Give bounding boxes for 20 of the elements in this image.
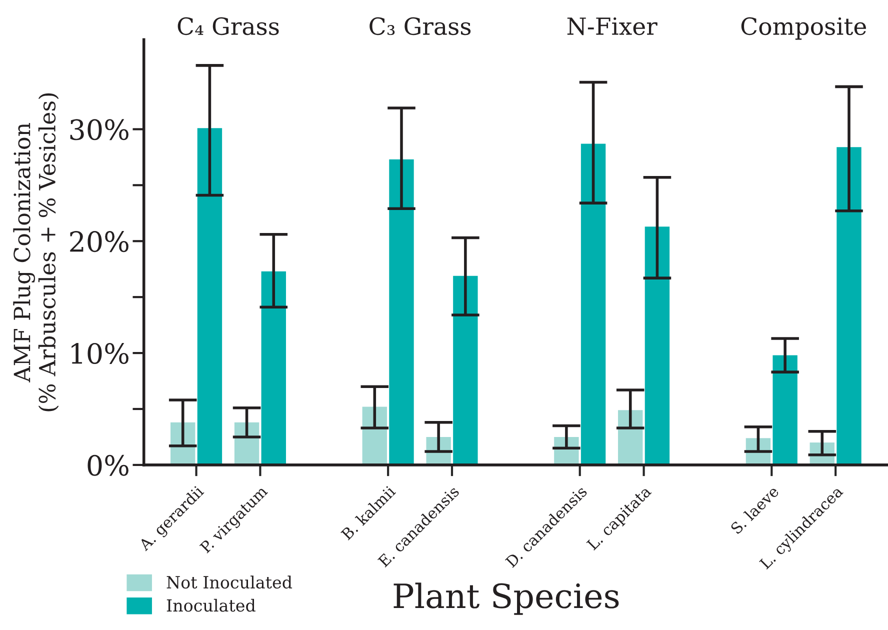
annotation: Composite bbox=[741, 17, 866, 40]
bar bbox=[772, 355, 798, 465]
bar bbox=[453, 276, 478, 465]
bar bbox=[580, 144, 606, 465]
bar bbox=[197, 128, 222, 465]
y-tick-label: 30% bbox=[70, 119, 128, 140]
text: C₃ Grass bbox=[370, 17, 471, 36]
x-axis-title: Plant Species bbox=[394, 582, 619, 615]
text: C₄ Grass bbox=[178, 17, 279, 36]
bar bbox=[389, 159, 414, 465]
y-tick-label: 10% bbox=[72, 342, 128, 364]
y-tick-label: 20% bbox=[70, 231, 128, 252]
bar bbox=[261, 271, 286, 465]
bar bbox=[644, 226, 670, 465]
bar bbox=[836, 147, 862, 465]
y-tick-label: 0% bbox=[88, 454, 128, 476]
legend-label: Not Inoculated bbox=[166, 576, 292, 589]
y-axis-title: AMF Plug Colonization (% Arbuscules + % Vesicles) bbox=[13, 93, 59, 412]
legend-label: Inoculated bbox=[166, 598, 256, 612]
text: N-Fixer bbox=[567, 17, 658, 36]
